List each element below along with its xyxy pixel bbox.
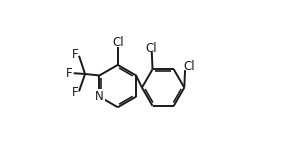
Text: F: F	[72, 86, 78, 99]
Text: Cl: Cl	[112, 36, 123, 49]
Text: F: F	[72, 48, 78, 61]
Text: Cl: Cl	[145, 42, 157, 55]
Text: Cl: Cl	[184, 60, 195, 73]
Text: F: F	[66, 67, 73, 80]
Text: N: N	[95, 90, 104, 103]
